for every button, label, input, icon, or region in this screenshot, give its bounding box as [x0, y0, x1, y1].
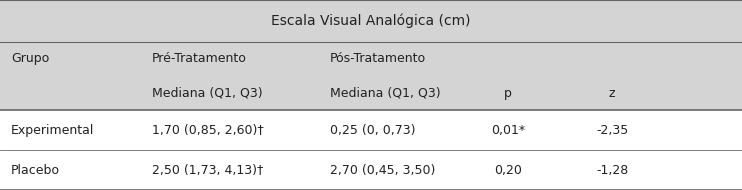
Bar — [0, 42, 742, 76]
Text: Mediana (Q1, Q3): Mediana (Q1, Q3) — [330, 87, 441, 100]
Text: 1,70 (0,85, 2,60)†: 1,70 (0,85, 2,60)† — [152, 124, 264, 137]
Text: Escala Visual Analógica (cm): Escala Visual Analógica (cm) — [272, 14, 470, 28]
Bar — [0, 150, 742, 190]
Text: 2,70 (0,45, 3,50): 2,70 (0,45, 3,50) — [330, 164, 436, 177]
Text: -1,28: -1,28 — [596, 164, 628, 177]
Text: Placebo: Placebo — [11, 164, 60, 177]
Text: 2,50 (1,73, 4,13)†: 2,50 (1,73, 4,13)† — [152, 164, 263, 177]
Text: 0,01*: 0,01* — [491, 124, 525, 137]
Text: z: z — [609, 87, 615, 100]
Bar — [0, 110, 742, 150]
Text: 0,20: 0,20 — [494, 164, 522, 177]
Bar — [0, 76, 742, 110]
Text: Mediana (Q1, Q3): Mediana (Q1, Q3) — [152, 87, 263, 100]
Bar — [0, 0, 742, 42]
Text: -2,35: -2,35 — [596, 124, 628, 137]
Text: p: p — [505, 87, 512, 100]
Text: Experimental: Experimental — [11, 124, 94, 137]
Text: Pré-Tratamento: Pré-Tratamento — [152, 52, 247, 65]
Text: Pós-Tratamento: Pós-Tratamento — [330, 52, 427, 65]
Text: 0,25 (0, 0,73): 0,25 (0, 0,73) — [330, 124, 416, 137]
Text: Grupo: Grupo — [11, 52, 50, 65]
